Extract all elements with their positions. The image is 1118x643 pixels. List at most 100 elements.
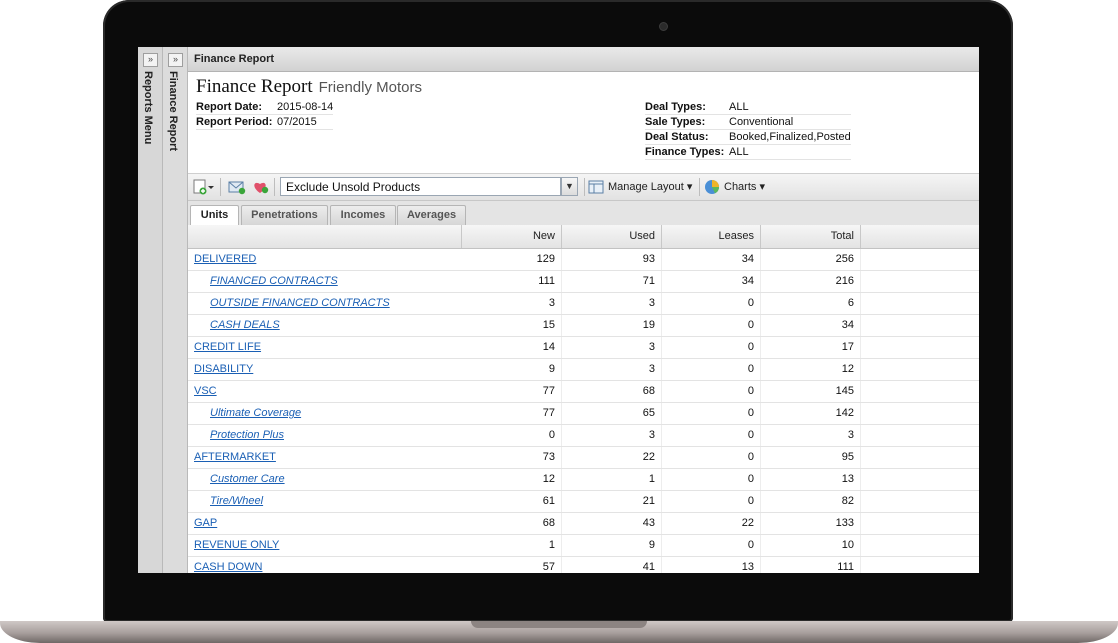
table-row: DELIVERED 129 93 34 256 [188,249,979,271]
chevron-down-icon[interactable]: ▼ [561,177,578,196]
row-label-link[interactable]: AFTERMARKET [194,451,276,463]
row-label-link[interactable]: DISABILITY [194,363,254,375]
table-row: DISABILITY 9 3 0 12 [188,359,979,381]
table-row: AFTERMARKET 73 22 0 95 [188,447,979,469]
row-label-link[interactable]: GAP [194,517,218,529]
table-cell: 145 [761,381,861,402]
row-label-link[interactable]: CREDIT LIFE [194,341,262,353]
table-cell: 82 [761,491,861,512]
tab-incomes[interactable]: Incomes [330,205,396,225]
row-label-link[interactable]: DELIVERED [194,253,257,265]
table-row: Tire/Wheel 61 21 0 82 [188,491,979,513]
table-cell: 3 [562,425,662,446]
table-cell: 9 [462,359,562,380]
table-cell: 77 [462,403,562,424]
meta-row: Sale Types: Conventional [645,115,851,130]
row-label-cell: Tire/Wheel [188,491,462,512]
manage-layout-button[interactable]: Manage Layout ▾ [608,181,693,193]
meta-row: Deal Types: ALL [645,100,851,115]
window-title: Finance Report [188,47,979,72]
table-cell: 22 [562,447,662,468]
table-cell: 68 [462,513,562,534]
finance-report-panel[interactable]: » Finance Report [163,47,188,573]
table-cell: 6 [761,293,861,314]
table-cell: 12 [761,359,861,380]
meta-row: Report Date: 2015-08-14 [196,100,334,115]
tab-units[interactable]: Units [190,205,239,226]
row-label-link[interactable]: Ultimate Coverage [210,407,302,419]
product-filter-select[interactable]: Exclude Unsold Products [280,177,561,196]
table-cell: 1 [562,469,662,490]
row-label-cell: REVENUE ONLY [188,535,462,556]
table-cell: 57 [462,557,562,573]
table-cell: 142 [761,403,861,424]
email-icon[interactable] [228,179,246,195]
row-label-link[interactable]: FINANCED CONTRACTS [210,275,338,287]
column-header-leases[interactable]: Leases [662,225,761,248]
row-label-cell: DISABILITY [188,359,462,380]
row-label-cell: Customer Care [188,469,462,490]
row-label-cell: OUTSIDE FINANCED CONTRACTS [188,293,462,314]
table-row: CASH DOWN 57 41 13 111 [188,557,979,573]
row-label-link[interactable]: OUTSIDE FINANCED CONTRACTS [210,297,390,309]
table-cell: 1 [462,535,562,556]
column-header-used[interactable]: Used [562,225,662,248]
row-label-link[interactable]: Protection Plus [210,429,284,441]
main-panel: Finance Report Finance Report Friendly Mo… [188,47,979,573]
table-row: OUTSIDE FINANCED CONTRACTS 3 3 0 6 [188,293,979,315]
table-cell: 129 [462,249,562,270]
row-label-link[interactable]: CASH DEALS [210,319,280,331]
charts-label: Charts [724,181,757,193]
table-cell: 0 [662,315,761,336]
charts-button[interactable]: Charts ▾ [724,181,765,193]
meta-value: Booked,Finalized,Posted [729,131,851,143]
reports-menu-label[interactable]: Reports Menu [142,71,154,145]
table-row: Protection Plus 0 3 0 3 [188,425,979,447]
row-label-link[interactable]: Customer Care [210,473,285,485]
table-cell: 15 [462,315,562,336]
row-label-link[interactable]: CASH DOWN [194,561,263,573]
table-cell: 13 [761,469,861,490]
table-cell: 0 [462,425,562,446]
expand-finance-report-icon[interactable]: » [168,53,183,67]
table-cell: 0 [662,403,761,424]
table-row: REVENUE ONLY 1 9 0 10 [188,535,979,557]
row-label-cell: CASH DOWN [188,557,462,573]
toolbar-separator [220,178,221,196]
row-label-link[interactable]: Tire/Wheel [210,495,264,507]
table-cell: 0 [662,381,761,402]
row-label-cell: CREDIT LIFE [188,337,462,358]
table-cell: 0 [662,535,761,556]
row-label-link[interactable]: VSC [194,385,217,397]
row-label-cell: DELIVERED [188,249,462,270]
table-row: Customer Care 12 1 0 13 [188,469,979,491]
table-cell: 111 [462,271,562,292]
table-row: FINANCED CONTRACTS 111 71 34 216 [188,271,979,293]
row-label-link[interactable]: REVENUE ONLY [194,539,280,551]
favorite-heart-icon[interactable] [252,179,269,195]
new-document-icon[interactable] [193,179,214,195]
table-cell: 68 [562,381,662,402]
tab-averages[interactable]: Averages [397,205,466,225]
row-label-cell: GAP [188,513,462,534]
table-cell: 34 [662,249,761,270]
column-header-total[interactable]: Total [761,225,861,248]
table-cell: 133 [761,513,861,534]
grid-body: DELIVERED 129 93 34 256 FINANCED CONTRACTS 111… [188,249,979,573]
layout-grid-icon[interactable] [588,179,604,195]
meta-key: Finance Types: [645,146,725,158]
tab-penetrations[interactable]: Penetrations [241,205,328,225]
table-cell: 61 [462,491,562,512]
finance-report-panel-label[interactable]: Finance Report [167,71,179,152]
meta-key: Report Date: [196,101,263,113]
table-cell: 3 [562,337,662,358]
reports-menu-panel[interactable]: » Reports Menu [138,47,163,573]
table-row: CREDIT LIFE 14 3 0 17 [188,337,979,359]
table-cell: 21 [562,491,662,512]
table-cell: 93 [562,249,662,270]
pie-chart-icon[interactable] [704,179,720,195]
column-header-new[interactable]: New [462,225,562,248]
table-cell: 10 [761,535,861,556]
expand-reports-menu-icon[interactable]: » [143,53,158,67]
table-cell: 0 [662,359,761,380]
